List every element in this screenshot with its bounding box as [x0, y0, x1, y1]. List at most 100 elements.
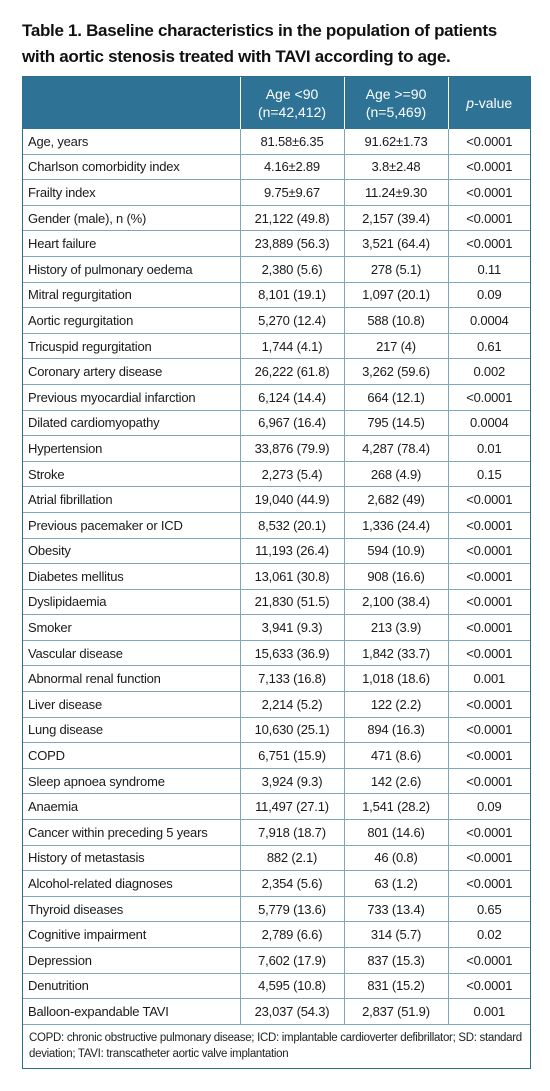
age-90-plus-cell: 213 (3.9): [343, 614, 448, 641]
header-age-90-plus-count: (n=5,469): [365, 104, 427, 120]
row-label-cell: Charlson comorbidity index: [23, 153, 240, 180]
p-value-cell: 0.09: [447, 793, 530, 820]
row-label-cell: Dyslipidaemia: [23, 588, 240, 615]
row-label-cell: COPD: [23, 742, 240, 769]
table-footnote: COPD: chronic obstructive pulmonary dise…: [23, 1023, 530, 1068]
table-body: Age, years 81.58±6.35 91.62±1.73 <0.0001 Cha…: [23, 129, 530, 1024]
age-under-90-cell: 2,214 (5.2): [239, 691, 344, 718]
age-90-plus-cell: 122 (2.2): [343, 691, 448, 718]
age-90-plus-cell: 837 (15.3): [343, 947, 448, 974]
table-row: Age, years 81.58±6.35 91.62±1.73 <0.0001: [23, 129, 530, 155]
age-under-90-cell: 21,830 (51.5): [239, 588, 344, 615]
table-row: Gender (male), n (%) 21,122 (49.8) 2,157 (…: [23, 204, 530, 231]
table-row: Vascular disease 15,633 (36.9) 1,842 (33.7…: [23, 639, 530, 666]
table-row: Previous myocardial infarction 6,124 (14.…: [23, 383, 530, 411]
p-value-cell: 0.0004: [447, 409, 530, 436]
header-age-90-plus-title: Age >=90: [365, 86, 427, 102]
age-90-plus-cell: 908 (16.6): [343, 563, 448, 590]
row-label-cell: Tricuspid regurgitation: [23, 332, 240, 359]
age-under-90-cell: 26,222 (61.8): [239, 358, 344, 385]
age-under-90-cell: 19,040 (44.9): [239, 486, 344, 513]
age-under-90-cell: 6,967 (16.4): [239, 409, 344, 436]
age-90-plus-cell: 217 (4): [343, 332, 448, 359]
table-row: Charlson comorbidity index 4.16±2.89 3.8±2…: [23, 153, 530, 180]
table-row: Sleep apnoea syndrome 3,924 (9.3) 142 (2.6…: [23, 767, 530, 794]
p-value-cell: 0.01: [447, 435, 530, 462]
table-row: Depression 7,602 (17.9) 837 (15.3) <0.0001: [23, 947, 530, 974]
age-under-90-cell: 6,751 (15.9): [239, 742, 344, 769]
p-value-cell: 0.65: [447, 895, 530, 922]
age-90-plus-cell: 2,682 (49): [343, 486, 448, 513]
age-90-plus-cell: 733 (13.4): [343, 895, 448, 922]
p-value-cell: <0.0001: [447, 486, 530, 513]
p-value-cell: 0.11: [447, 255, 530, 283]
row-label-cell: Age, years: [28, 133, 89, 149]
p-value-cell: <0.0001: [447, 639, 530, 666]
header-p-value-suffix: -value: [474, 95, 513, 111]
age-under-90-cell: 3,941 (9.3): [239, 614, 344, 641]
age-90-plus-cell: 1,097 (20.1): [343, 281, 448, 308]
p-value-cell: 0.001: [447, 665, 530, 692]
age-under-90-cell: 10,630 (25.1): [239, 716, 344, 743]
row-label-cell: Abnormal renal function: [23, 665, 240, 692]
age-90-plus-cell: 2,837 (51.9): [343, 998, 448, 1024]
row-label-cell: Sleep apnoea syndrome: [23, 767, 240, 794]
row-label-cell: Coronary artery disease: [23, 358, 240, 385]
age-under-90-cell: 2,789 (6.6): [239, 921, 344, 948]
p-value-cell: <0.0001: [447, 972, 530, 999]
row-label-cell: History of pulmonary oedema: [23, 255, 240, 283]
p-value-cell: <0.0001: [447, 819, 530, 846]
table-row: Dilated cardiomyopathy 6,967 (16.4) 795 (1…: [23, 409, 530, 436]
row-label-cell: Denutrition: [23, 972, 240, 999]
table-row: Diabetes mellitus 13,061 (30.8) 908 (16.6)…: [23, 563, 530, 590]
age-under-90-cell: 2,354 (5.6): [239, 870, 344, 897]
table-row: Abnormal renal function 7,133 (16.8) 1,018…: [23, 665, 530, 692]
p-value-cell: <0.0001: [447, 537, 530, 564]
table-row: COPD 6,751 (15.9) 471 (8.6) <0.0001: [23, 742, 530, 769]
table-row: Tricuspid regurgitation 1,744 (4.1) 217 (4…: [23, 332, 530, 359]
age-90-plus-cell: 1,842 (33.7): [343, 639, 448, 666]
p-value-cell: 0.0004: [447, 307, 530, 334]
age-90-plus-cell: 588 (10.8): [343, 307, 448, 334]
p-value-cell: <0.0001: [447, 947, 530, 974]
age-under-90-cell: 3,924 (9.3): [239, 767, 344, 794]
age-90-plus-cell: 2,100 (38.4): [343, 588, 448, 615]
table-row: Hypertension 33,876 (79.9) 4,287 (78.4) 0.0…: [23, 435, 530, 462]
age-under-90-cell: 5,270 (12.4): [239, 307, 344, 334]
age-90-plus-cell: 2,157 (39.4): [343, 204, 448, 231]
age-under-90-cell: 9.75±9.67: [239, 179, 344, 206]
age-90-plus-cell: 801 (14.6): [343, 819, 448, 846]
header-p-value-italic: p: [466, 95, 475, 111]
p-value-cell: 0.001: [447, 998, 530, 1024]
age-under-90-cell: 7,133 (16.8): [239, 665, 344, 692]
p-value-cell: <0.0001: [447, 129, 530, 155]
row-label-cell: Alcohol-related diagnoses: [23, 870, 240, 897]
table-row: Atrial fibrillation 19,040 (44.9) 2,682 (4…: [23, 486, 530, 513]
age-under-90-cell: 11,193 (26.4): [239, 537, 344, 564]
header-age-under-90-count: (n=42,412): [257, 104, 327, 120]
row-label-cell: Smoker: [23, 614, 240, 641]
row-label-cell: Previous pacemaker or ICD: [23, 511, 240, 538]
age-90-plus-cell: 1,541 (28.2): [343, 793, 448, 820]
age-under-90-cell: 1,744 (4.1): [239, 332, 344, 359]
table-row: Coronary artery disease 26,222 (61.8) 3,26…: [23, 358, 530, 385]
age-under-90-cell: 2,273 (5.4): [239, 460, 344, 487]
age-under-90-cell: 7,918 (18.7): [239, 819, 344, 846]
age-under-90-cell: 15,633 (36.9): [239, 639, 344, 666]
row-label-cell: Depression: [23, 947, 240, 974]
row-label-cell: Obesity: [23, 537, 240, 564]
p-value-cell: <0.0001: [447, 767, 530, 794]
row-label-cell: Mitral regurgitation: [23, 281, 240, 308]
age-under-90-cell: 23,037 (54.3): [239, 998, 344, 1024]
table-row: Anaemia 11,497 (27.1) 1,541 (28.2) 0.09: [23, 793, 530, 820]
p-value-cell: <0.0001: [447, 691, 530, 718]
table-row: Balloon-expandable TAVI 23,037 (54.3) 2,83…: [23, 998, 530, 1024]
table-row: Denutrition 4,595 (10.8) 831 (15.2) <0.0001: [23, 972, 530, 999]
table-row: Previous pacemaker or ICD 8,532 (20.1) 1,3…: [23, 511, 530, 538]
age-90-plus-cell: 3,262 (59.6): [343, 358, 448, 385]
row-label-cell: History of metastasis: [23, 844, 240, 871]
age-90-plus-cell: 664 (12.1): [343, 383, 448, 411]
p-value-cell: <0.0001: [447, 204, 530, 231]
age-90-plus-cell: 3,521 (64.4): [343, 230, 448, 257]
table-row: Alcohol-related diagnoses 2,354 (5.6) 63 (…: [23, 870, 530, 897]
